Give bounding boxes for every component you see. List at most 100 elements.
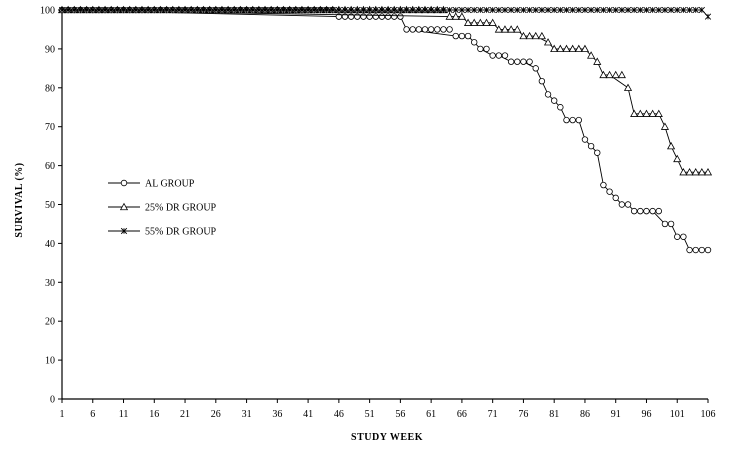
data-point [631, 6, 638, 14]
data-point [703, 167, 713, 176]
data-point [360, 6, 367, 14]
data-point [618, 201, 626, 208]
data-point [606, 6, 613, 14]
data-point [557, 104, 564, 111]
x-tick-label: 81 [549, 409, 559, 420]
data-point [643, 6, 650, 14]
series-55-dr-group [58, 6, 712, 20]
series-25-dr-group [57, 5, 713, 176]
data-point [446, 6, 453, 14]
data-point [692, 6, 699, 14]
x-tick-label: 71 [488, 409, 498, 420]
data-point [464, 6, 472, 14]
data-point [71, 6, 78, 14]
data-point [538, 6, 546, 14]
data-point [138, 6, 146, 14]
data-point [114, 6, 121, 14]
data-point [384, 6, 392, 14]
y-tick-label: 20 [45, 317, 55, 328]
data-point [145, 6, 152, 14]
data-point [642, 109, 651, 117]
data-point [532, 65, 539, 72]
x-axis-title: STUDY WEEK [351, 432, 423, 443]
data-point [95, 6, 103, 14]
data-point [630, 207, 638, 215]
data-point [403, 26, 410, 33]
y-axis-ticks: 0 10 20 30 40 50 60 70 80 90 100 [40, 6, 62, 406]
data-point [384, 13, 392, 20]
x-tick-label: 76 [518, 409, 528, 420]
x-tick-label: 91 [611, 409, 621, 420]
data-point [691, 167, 700, 176]
data-point [697, 167, 706, 176]
data-point [446, 26, 453, 33]
data-point [58, 6, 66, 14]
data-point [605, 70, 614, 79]
x-tick-label: 46 [334, 409, 344, 420]
y-tick-label: 60 [45, 161, 55, 172]
data-point [329, 6, 336, 14]
data-point [372, 6, 379, 14]
data-point [655, 207, 662, 215]
data-point [476, 18, 485, 26]
data-point [624, 6, 632, 14]
data-point [212, 6, 219, 14]
data-point [568, 44, 577, 53]
x-tick-label: 6 [90, 409, 95, 420]
data-point [452, 6, 459, 14]
data-point [520, 58, 527, 65]
data-point [514, 6, 521, 14]
data-point [391, 6, 398, 14]
x-tick-label: 1 [60, 409, 65, 420]
data-point [501, 6, 509, 14]
data-point [593, 57, 602, 65]
data-point [415, 6, 422, 14]
data-point [531, 31, 540, 40]
data-point [403, 6, 410, 14]
data-point [470, 18, 479, 26]
x-tick-label: 41 [303, 409, 313, 420]
data-point [169, 6, 176, 14]
data-point [574, 44, 583, 53]
data-point [679, 167, 688, 176]
data-point [594, 149, 601, 156]
legend-item: AL GROUP [108, 179, 195, 190]
x-tick-label: 26 [211, 409, 221, 420]
data-point [698, 246, 706, 254]
data-point [323, 6, 330, 14]
data-point [243, 6, 250, 14]
data-point [89, 6, 96, 14]
x-tick-label: 86 [580, 409, 590, 420]
x-tick-label: 56 [395, 409, 405, 420]
data-point [366, 6, 373, 14]
data-point [494, 25, 503, 33]
data-point [489, 6, 496, 14]
data-point [231, 6, 238, 14]
data-point [120, 6, 127, 14]
y-tick-label: 30 [45, 278, 55, 289]
x-tick-label: 21 [180, 409, 190, 420]
data-point [538, 77, 546, 85]
data-point [556, 44, 565, 53]
x-tick-label: 11 [119, 409, 129, 420]
data-point [587, 51, 596, 59]
data-point [587, 142, 595, 150]
data-point [550, 44, 559, 53]
data-point [543, 38, 553, 46]
legend-marker [120, 179, 128, 187]
data-point [611, 70, 620, 79]
data-point [132, 6, 139, 14]
series-al-group [58, 6, 712, 254]
legend: AL GROUP 25% DR GROUP 55% DR GROUP [108, 179, 217, 238]
data-point [563, 6, 570, 14]
data-point [378, 6, 386, 14]
data-point [674, 6, 681, 14]
data-point [440, 6, 447, 14]
data-point [594, 6, 601, 14]
data-point [200, 6, 207, 14]
series-line [61, 9, 708, 173]
data-point [581, 136, 589, 143]
data-point [304, 6, 312, 14]
